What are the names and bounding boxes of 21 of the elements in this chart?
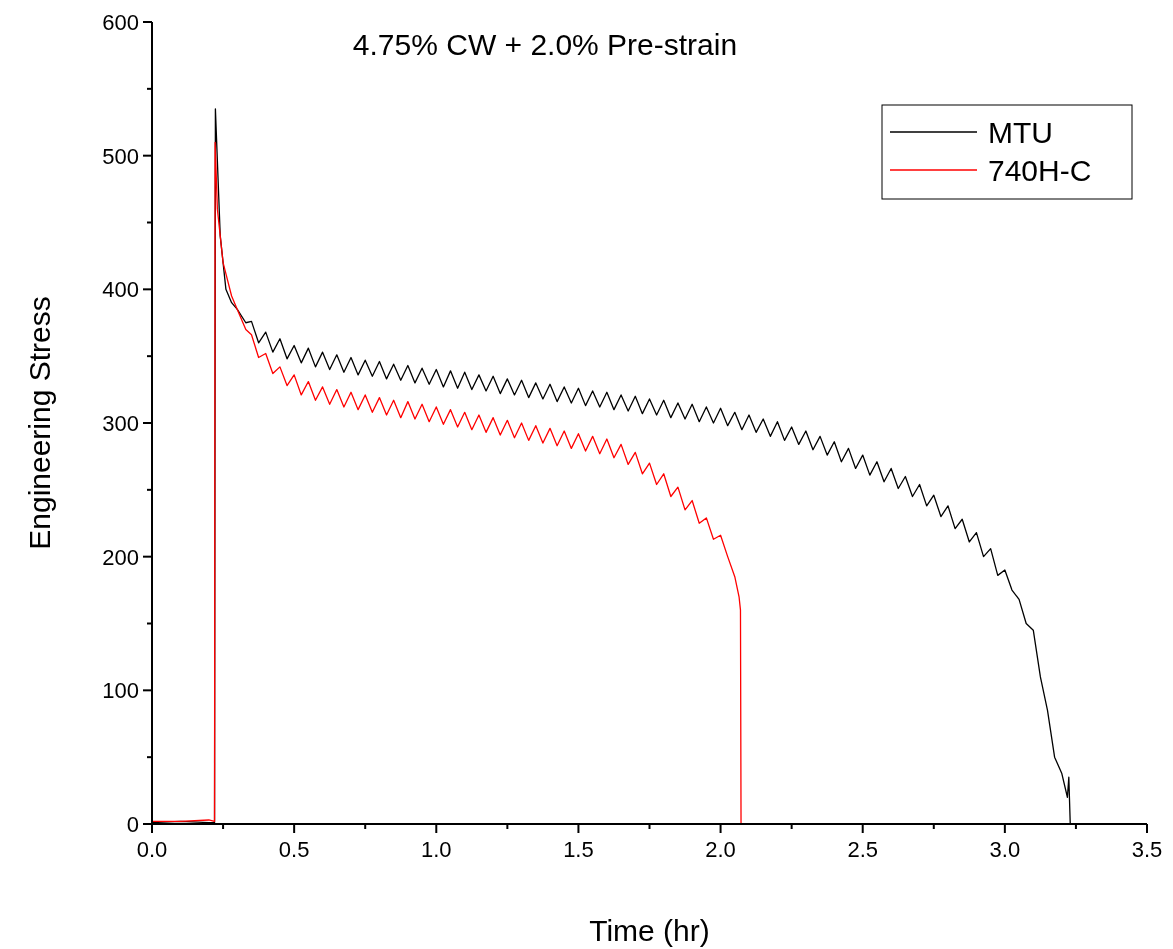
- x-tick-label: 1.5: [563, 837, 594, 862]
- x-tick-label: 0.0: [136, 837, 168, 862]
- y-tick-label: 0: [126, 812, 139, 837]
- legend-label: 740H-C: [988, 154, 1092, 187]
- y-tick-label: 400: [102, 277, 139, 303]
- y-tick-label: 300: [102, 411, 139, 436]
- chart-title: 4.75% CW + 2.0% Pre-strain: [352, 28, 738, 61]
- x-tick-label: 2.0: [705, 837, 736, 862]
- x-tick-label: 3.0: [989, 837, 1021, 862]
- y-tick-label: 600: [102, 10, 139, 35]
- y-tick-label: 200: [102, 544, 139, 570]
- line-series: [151, 141, 742, 825]
- x-tick-label: 1.0: [420, 837, 452, 862]
- y-axis-title: Engineering Stress: [23, 296, 56, 550]
- x-tick-label: 2.5: [847, 837, 879, 862]
- y-tick-label: 100: [102, 678, 139, 704]
- x-tick-label: 0.5: [278, 837, 310, 862]
- y-tick-label: 500: [102, 143, 139, 169]
- x-axis-title: Time (hr): [589, 914, 710, 947]
- x-tick-label: 3.5: [1131, 837, 1163, 862]
- legend-label: MTU: [988, 116, 1053, 149]
